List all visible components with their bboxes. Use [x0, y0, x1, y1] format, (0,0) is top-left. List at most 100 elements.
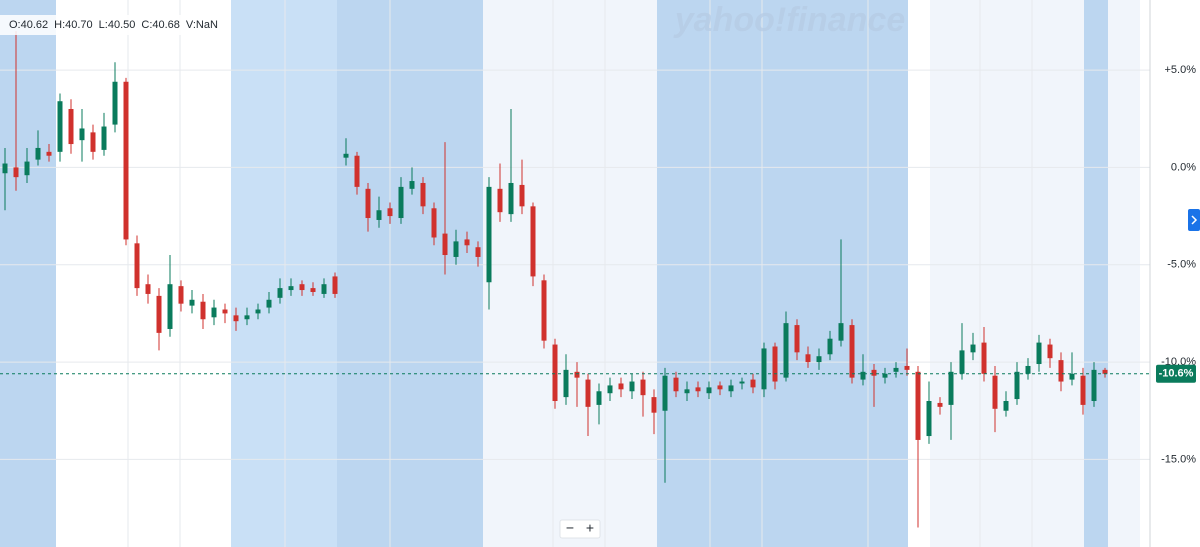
candle-body	[35, 147, 41, 160]
header-bg	[0, 15, 222, 35]
candle-body	[431, 208, 437, 238]
candle-body	[651, 397, 657, 413]
candle-body	[497, 188, 503, 213]
collapse-button[interactable]	[1188, 209, 1200, 231]
candle-body	[519, 184, 525, 207]
candle-body	[871, 369, 877, 376]
candle-body	[145, 284, 151, 294]
candle-body	[849, 325, 855, 378]
candle-body	[959, 350, 965, 374]
candle-body	[915, 371, 921, 440]
zoom-in[interactable]: +	[586, 520, 594, 536]
candle-body	[134, 243, 140, 289]
session-band	[0, 0, 56, 547]
candle-body	[200, 301, 206, 320]
candle-body	[882, 373, 888, 378]
y-tick-label: +5.0%	[1165, 64, 1197, 76]
plot	[0, 31, 1150, 528]
candle-body	[233, 315, 239, 322]
candle-body	[981, 342, 987, 374]
watermark: yahoo!finance	[673, 1, 905, 39]
candle-body	[442, 233, 448, 256]
candle-body	[662, 375, 668, 411]
candle-body	[343, 153, 349, 158]
candle-body	[387, 208, 393, 217]
candle-body	[563, 369, 569, 398]
candle-body	[607, 385, 613, 394]
candle-body	[266, 299, 272, 308]
vertical-grid	[127, 0, 1033, 547]
candle-body	[244, 315, 250, 320]
ohlc-field: V:NaN	[186, 19, 218, 31]
candle-body	[1069, 373, 1075, 380]
candle-body	[618, 383, 624, 390]
candle-body	[926, 401, 932, 437]
candle-body	[90, 132, 96, 152]
candle-body	[453, 241, 459, 257]
candle-body	[398, 186, 404, 219]
candle-body	[13, 167, 19, 178]
candle-body	[354, 155, 360, 187]
candle-body	[508, 182, 514, 215]
candle-body	[552, 344, 558, 402]
candle-body	[1036, 342, 1042, 365]
candle-body	[783, 323, 789, 378]
candle-body	[24, 161, 30, 176]
ohlc-field: C:40.68	[141, 19, 180, 31]
candle-body	[640, 379, 646, 396]
candle-body	[860, 371, 866, 380]
candle-body	[1102, 369, 1108, 374]
candle-body	[409, 181, 415, 189]
candle-body	[1003, 401, 1009, 411]
candle-body	[706, 387, 712, 394]
candle-body	[46, 151, 52, 156]
candle-body	[904, 365, 910, 370]
candle-body	[1025, 365, 1031, 374]
session-band	[930, 0, 1084, 547]
candle-body	[761, 348, 767, 390]
candle-body	[211, 307, 217, 318]
y-tick-label: -5.0%	[1167, 259, 1196, 271]
zoom-out[interactable]: −	[566, 520, 574, 536]
candle-body	[750, 379, 756, 388]
ohlc-field: L:40.50	[99, 19, 136, 31]
session-band	[657, 0, 908, 547]
session-bands	[0, 0, 1140, 547]
candle-body	[68, 109, 74, 145]
session-band	[231, 0, 337, 547]
candle-body	[112, 81, 118, 125]
candle-body	[1058, 360, 1064, 382]
candle-body	[684, 389, 690, 394]
candle-body	[167, 284, 173, 329]
candle-body	[970, 344, 976, 353]
candle-body	[178, 286, 184, 304]
candle-body	[728, 385, 734, 392]
candle-body	[189, 299, 195, 306]
candle-body	[310, 288, 316, 292]
candle-body	[123, 81, 129, 240]
candle-body	[222, 309, 228, 314]
candle-body	[816, 356, 822, 363]
candle-body	[299, 284, 305, 291]
ohlc-header: O:40.62 H:40.70 L:40.50 C:40.68 V:NaN	[9, 19, 218, 31]
candle-body	[838, 323, 844, 341]
last-value-badge	[1156, 364, 1196, 383]
last-value-label: -10.6%	[1159, 368, 1194, 380]
candle-body	[695, 387, 701, 392]
candle-body	[1047, 344, 1053, 359]
candle-body	[288, 286, 294, 291]
session-band	[337, 0, 483, 547]
candle-body	[2, 163, 8, 174]
y-tick-label: 0.0%	[1171, 161, 1196, 173]
candle-body	[794, 325, 800, 353]
candle-body	[101, 126, 107, 150]
candle-body	[992, 375, 998, 409]
candle-body	[827, 338, 833, 355]
candle-body	[717, 385, 723, 390]
candle-body	[530, 206, 536, 277]
candle-body	[332, 276, 338, 294]
session-band	[1108, 0, 1140, 547]
y-tick-label: -15.0%	[1161, 453, 1196, 465]
candle-body	[541, 280, 547, 341]
candle-body	[772, 346, 778, 382]
